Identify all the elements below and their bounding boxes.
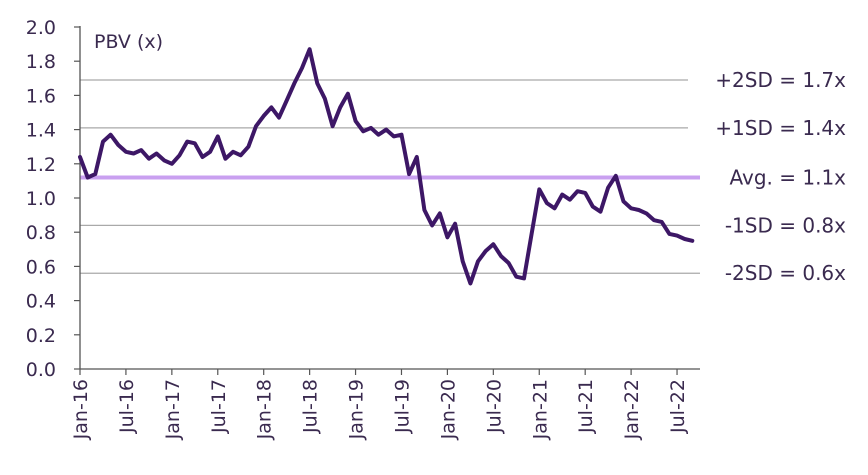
x-tick-label: Jan-20 [437, 379, 459, 440]
y-tick-label: 1.0 [26, 188, 56, 210]
y-axis: 0.0 0.2 0.4 0.6 0.8 1.0 1.2 1.4 1.6 1.8 2.0 [26, 17, 81, 381]
y-tick-label: 0.6 [26, 256, 56, 278]
reference-label: Avg. = 1.1x [729, 165, 846, 189]
x-tick-label: Jan-22 [621, 379, 643, 440]
x-tick-label: Jan-19 [346, 379, 368, 440]
y-tick-label: 0.4 [26, 291, 56, 313]
x-tick-label: Jul-17 [208, 379, 230, 434]
x-tick-label: Jul-16 [116, 379, 138, 434]
x-tick-label: Jul-19 [391, 379, 413, 434]
y-tick-label: 1.8 [26, 51, 56, 73]
reference-label: +1SD = 1.4x [715, 116, 846, 140]
y-tick-label: 2.0 [26, 17, 56, 39]
y-tick-label: 0.0 [26, 359, 56, 381]
reference-label: -1SD = 0.8x [725, 213, 846, 237]
reference-labels: +2SD = 1.7x +1SD = 1.4x Avg. = 1.1x -1SD = … [715, 68, 846, 285]
x-tick-label: Jul-22 [667, 379, 689, 434]
series-layer [78, 47, 695, 286]
y-tick-label: 1.2 [26, 154, 56, 176]
reference-label: +2SD = 1.7x [715, 68, 846, 92]
y-tick-label: 0.2 [26, 325, 56, 347]
y-axis-label: PBV (x) [94, 31, 163, 53]
reference-label: -2SD = 0.6x [725, 261, 846, 285]
pbv-series-line [78, 47, 695, 286]
y-tick-label: 1.4 [26, 120, 56, 142]
x-tick-label: Jan-21 [529, 379, 551, 440]
x-tick-label: Jul-21 [575, 379, 597, 434]
x-tick-label: Jul-20 [483, 379, 505, 434]
reference-lines [80, 79, 700, 274]
y-tick-label: 1.6 [26, 85, 56, 107]
x-tick-label: Jul-18 [300, 379, 322, 434]
x-tick-label: Jan-17 [162, 379, 184, 440]
x-axis: Jan-16 Jul-16 Jan-17 Jul-17 Jan-18 Jul-18 Jan-… [70, 368, 700, 440]
x-tick-label: Jan-18 [254, 379, 276, 440]
y-tick-label: 0.8 [26, 222, 56, 244]
x-tick-label: Jan-16 [70, 379, 92, 440]
